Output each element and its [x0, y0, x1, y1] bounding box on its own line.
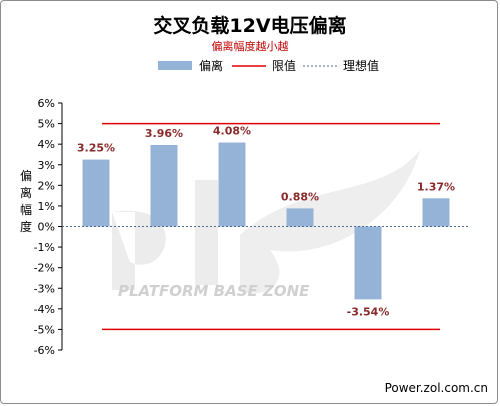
- y-axis: [58, 102, 63, 351]
- watermark: PLATFORM BASE ZONE: [112, 150, 420, 300]
- y-tick-label: -2%: [34, 262, 55, 275]
- data-label: -3.54%: [347, 305, 390, 318]
- bar-series: [82, 142, 450, 300]
- bar: [150, 144, 178, 227]
- bar: [82, 159, 110, 227]
- y-tick-label: -3%: [34, 282, 55, 295]
- y-tick-label: -6%: [34, 344, 55, 357]
- watermark-logo-stroke: [195, 180, 218, 285]
- data-label: 3.25%: [77, 142, 115, 155]
- y-tick-label: -5%: [34, 323, 55, 336]
- y-tick-label: 5%: [38, 118, 55, 131]
- watermark-logo-p: [112, 210, 166, 290]
- watermark-text: PLATFORM BASE ZONE: [118, 282, 310, 300]
- watermark-logo-swoosh: [240, 150, 420, 294]
- chart-title: 交叉负载12V电压偏离: [153, 14, 346, 37]
- legend-swatch-bar: [158, 61, 192, 70]
- data-label: 1.37%: [417, 180, 455, 193]
- legend-label-bar: 偏离: [199, 58, 223, 73]
- data-label: 3.96%: [145, 127, 183, 140]
- y-tick-label: 6%: [38, 97, 55, 110]
- legend-label-limit: 限值: [272, 58, 296, 73]
- reference-lines: [62, 122, 470, 331]
- bar: [422, 198, 450, 227]
- data-labels: 3.25% 3.96% 4.08% 0.88% -3.54% 1.37%: [77, 125, 455, 319]
- y-tick-label: 0%: [38, 221, 55, 234]
- legend: 偏离 限值 理想值: [158, 58, 379, 73]
- y-tick-label: 4%: [38, 138, 55, 151]
- bar: [218, 142, 246, 227]
- source-footer: Power.zol.com.cn: [385, 381, 488, 395]
- y-tick-label: -1%: [34, 241, 55, 254]
- y-tick-label: 2%: [38, 179, 55, 192]
- bar: [354, 226, 382, 300]
- y-tick-labels: 6% 5% 4% 3% 2% 1% 0% -1% -2% -3% -4% -5% -6%: [34, 97, 55, 357]
- y-axis-label: 偏离幅度: [20, 168, 32, 234]
- bar: [286, 208, 314, 227]
- y-tick-label: 1%: [38, 200, 55, 213]
- legend-label-ideal: 理想值: [343, 58, 379, 73]
- chart-subtitle: 偏离幅度越小越: [212, 39, 289, 53]
- y-tick-label: 3%: [38, 159, 55, 172]
- data-label: 4.08%: [213, 125, 251, 138]
- y-tick-label: -4%: [34, 303, 55, 316]
- data-label: 0.88%: [281, 190, 319, 203]
